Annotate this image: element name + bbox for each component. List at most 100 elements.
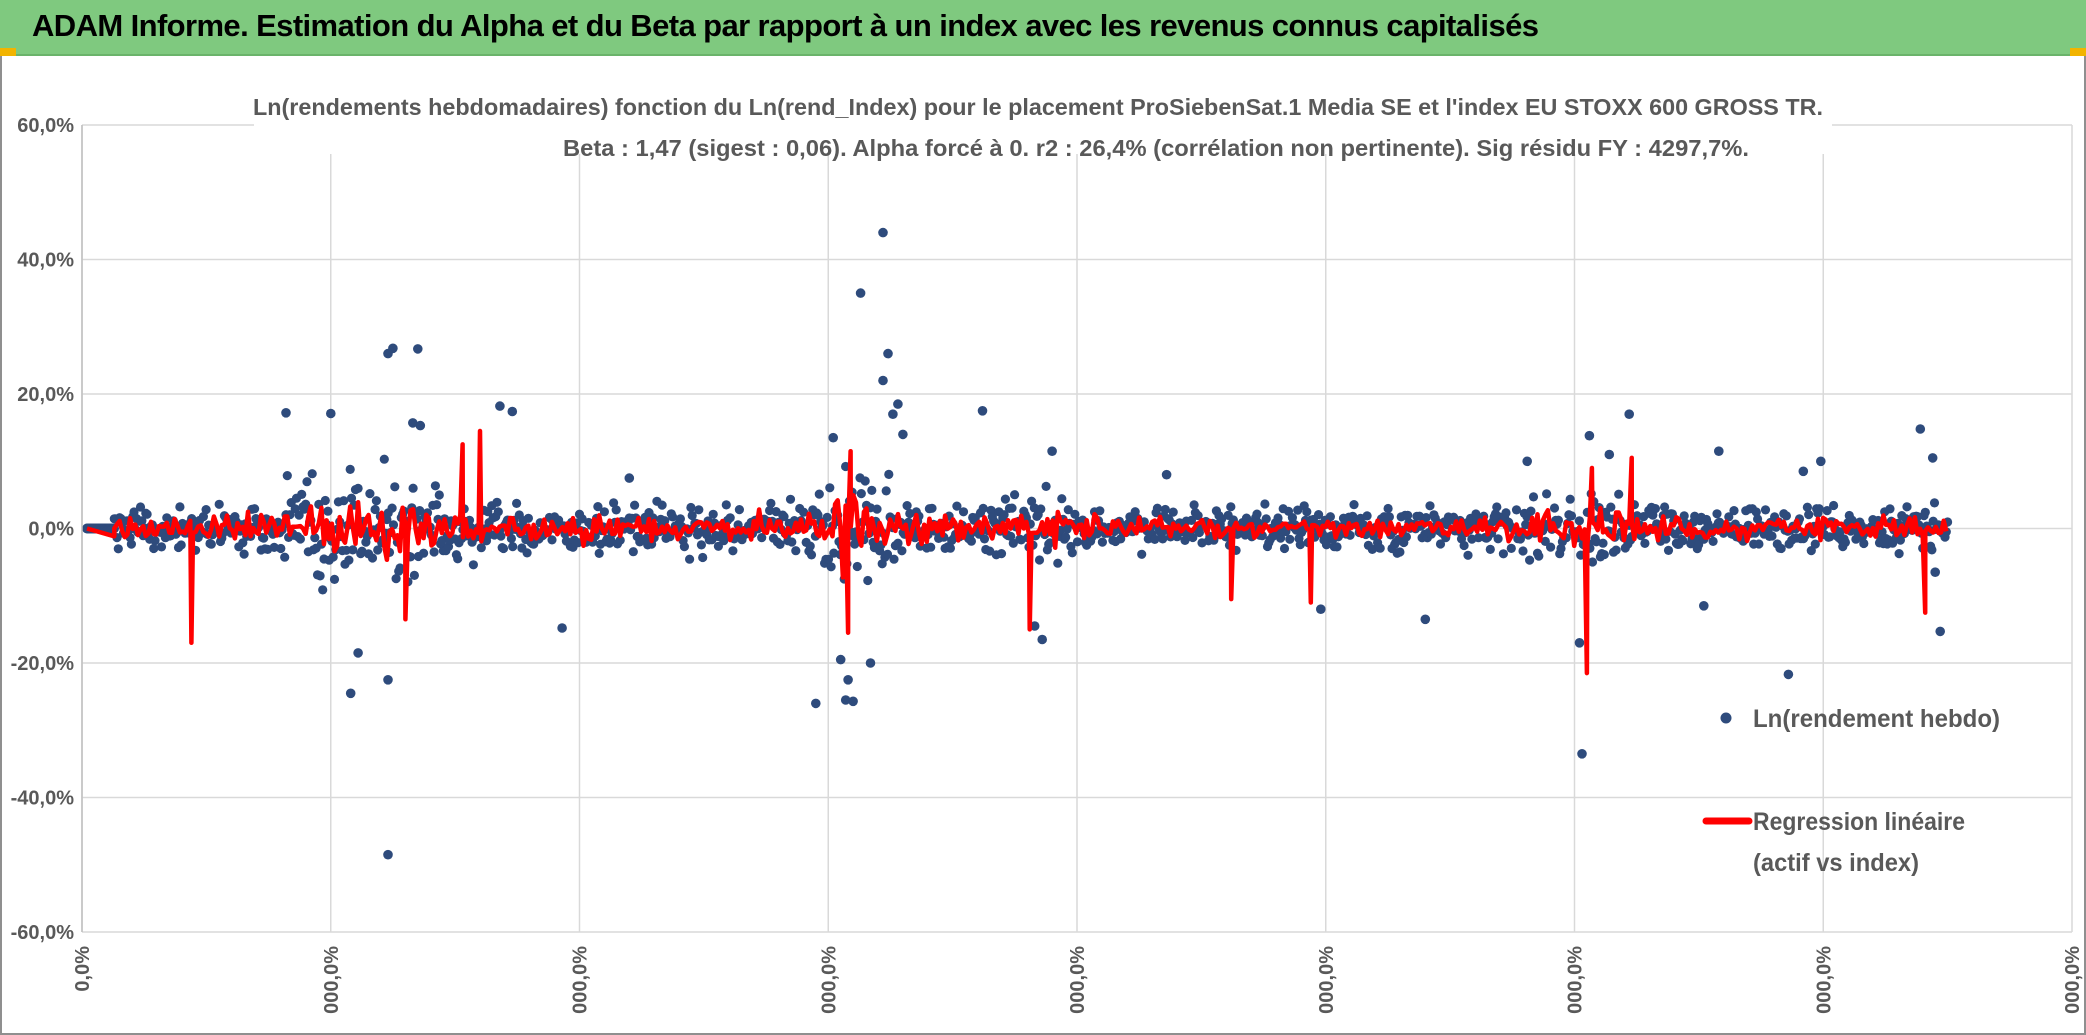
scatter-point [624, 473, 635, 483]
scatter-point [1492, 502, 1502, 512]
scatter-point [1546, 542, 1556, 552]
scatter-point [945, 543, 956, 553]
scatter-point [1614, 489, 1624, 499]
scatter-point [725, 513, 735, 523]
scatter-point [1574, 516, 1584, 526]
scatter-point [1384, 512, 1394, 522]
scatter-point [1375, 543, 1385, 553]
scatter-point [1679, 511, 1689, 521]
scatter-point [787, 537, 797, 547]
scatter-point [823, 554, 834, 564]
scatter-point [897, 546, 907, 556]
scatter-point [1599, 550, 1609, 560]
scatter-point [1152, 503, 1162, 513]
scatter-point [825, 483, 835, 493]
scatter-point [1521, 520, 1531, 530]
scatter-point [297, 489, 307, 499]
scatter-point [1498, 549, 1508, 559]
scatter-point [926, 542, 936, 552]
scatter-point [1753, 514, 1763, 524]
scatter-point [371, 496, 381, 506]
scatter-point [150, 536, 160, 546]
scatter-point [1180, 535, 1190, 545]
scatter-point [1349, 500, 1359, 510]
scatter-point [1522, 456, 1532, 467]
scatter-point [686, 502, 696, 513]
scatter-point [1929, 498, 1940, 508]
scatter-point [1302, 507, 1312, 517]
scatter-point [696, 540, 707, 550]
scatter-point [1783, 669, 1794, 680]
legend-scatter-marker [1720, 712, 1732, 724]
scatter-point [860, 476, 870, 486]
header-corner-left [0, 48, 16, 56]
scatter-point [1511, 505, 1522, 515]
scatter-point [1708, 536, 1718, 546]
scatter-point [721, 500, 731, 510]
chart-title-line1: Ln(rendements hebdomadaires) fonction du… [253, 94, 1823, 120]
scatter-point [1063, 505, 1073, 515]
scatter-point [1485, 544, 1495, 554]
scatter-point [822, 512, 832, 522]
scatter-point [599, 507, 610, 517]
scatter-point [1295, 540, 1305, 550]
y-tick-label: -40,0% [11, 788, 75, 810]
scatter-point [694, 505, 704, 515]
scatter-point [408, 418, 418, 428]
scatter-point [388, 520, 399, 530]
scatter-point [1029, 621, 1040, 631]
scatter-point [276, 543, 286, 554]
scatter-point [1566, 511, 1577, 521]
scatter-point [611, 505, 621, 515]
scatter-point [508, 542, 518, 552]
scatter-point [1565, 494, 1575, 504]
scatter-point [594, 548, 604, 558]
scatter-point [698, 552, 708, 563]
scatter-point [1816, 456, 1826, 467]
scatter-point [1542, 489, 1552, 499]
scatter-point [1553, 515, 1563, 525]
scatter-point [345, 688, 356, 699]
scatter-point [734, 505, 745, 515]
scatter-point [657, 500, 667, 510]
scatter-point [1506, 543, 1516, 553]
scatter-point [1193, 511, 1203, 521]
scatter-point [1724, 512, 1734, 522]
scatter-point [259, 533, 269, 543]
scatter-point [1611, 545, 1621, 555]
scatter-point [353, 483, 363, 493]
scatter-point [1802, 502, 1812, 512]
scatter-point [1276, 533, 1286, 543]
scatter-point [1314, 510, 1324, 520]
scatter-point [175, 502, 185, 512]
legend: Ln(rendement hebdo) Regression linéaire … [1702, 705, 2000, 877]
scatter-point [113, 544, 123, 554]
scatter-point [1598, 538, 1608, 548]
scatter-point [1279, 543, 1290, 554]
scatter-point [791, 546, 801, 556]
scatter-point [239, 549, 249, 559]
x-tick-label: 000,0% [818, 946, 840, 1014]
scatter-point [432, 500, 442, 510]
scatter-point [496, 531, 506, 541]
scatter-point [198, 512, 208, 522]
x-tick-label: 000,0% [1067, 946, 1089, 1014]
scatter-point [766, 498, 776, 508]
scatter-point [996, 549, 1007, 559]
scatter-point [1095, 506, 1105, 516]
scatter-point [415, 420, 426, 431]
scatter-point [884, 469, 894, 479]
chart-title-line2: Beta : 1,47 (sigest : 0,06). Alpha forcé… [563, 135, 1749, 161]
report-title: ADAM Informe. Estimation du Alpha et du … [32, 8, 1539, 43]
scatter-point [523, 513, 534, 523]
scatter-point [1663, 545, 1674, 555]
legend-regression-label-line1: Regression linéaire [1753, 808, 1965, 836]
scatter-point [1226, 502, 1236, 512]
report-header: ADAM Informe. Estimation du Alpha et du … [0, 0, 2086, 56]
scatter-point [1927, 545, 1937, 555]
scatter-point [785, 494, 796, 504]
scatter-point [1425, 501, 1435, 511]
scatter-point [840, 695, 851, 705]
scatter-point [1549, 503, 1560, 513]
scatter-point [999, 510, 1009, 520]
